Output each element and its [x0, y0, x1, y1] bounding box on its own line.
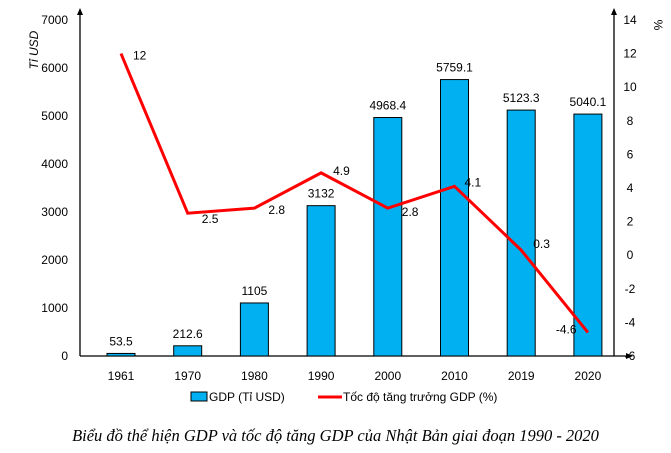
right-tick-label: 4 [627, 181, 634, 195]
growth-label: 2.8 [402, 205, 419, 219]
gdp-bar-label: 53.5 [109, 334, 133, 348]
growth-label: 0.3 [533, 237, 550, 251]
growth-label: 4.1 [465, 175, 482, 189]
gdp-bar-label: 5759.1 [436, 61, 473, 75]
gdp-bar-label: 212.6 [173, 327, 203, 341]
gdp-bar-label: 5040.1 [570, 95, 607, 109]
right-axis-arrow [611, 8, 617, 15]
combo-chart: 0 1000 2000 3000 4000 5000 6000 7000 -6 -4 -2 0 2 4 6 8… [27, 8, 665, 404]
gdp-bar-label: 4968.4 [369, 99, 406, 113]
growth-label: 2.5 [202, 212, 219, 226]
x-tick-label: 2020 [575, 369, 602, 383]
x-tick-label: 2019 [508, 369, 535, 383]
left-tick-label: 7000 [41, 13, 68, 27]
right-tick-label: -4 [625, 315, 636, 329]
right-tick-label: 14 [623, 13, 637, 27]
growth-label: 4.9 [333, 164, 350, 178]
x-tick-label: 1961 [108, 369, 135, 383]
left-tick-label: 4000 [41, 157, 68, 171]
gdp-bar-label: 3132 [308, 187, 335, 201]
gdp-bar [173, 345, 203, 357]
x-tick-label: 1970 [174, 369, 201, 383]
gdp-bar [573, 113, 603, 357]
growth-label: 12 [133, 49, 147, 63]
left-tick-label: 5000 [41, 109, 68, 123]
right-tick-label: 8 [627, 114, 634, 128]
gdp-bar [506, 109, 536, 357]
left-tick-label: 2000 [41, 253, 68, 267]
growth-label: 2.8 [268, 203, 285, 217]
right-tick-label: 2 [627, 215, 634, 229]
right-tick-label: 6 [627, 147, 634, 161]
right-tick-label: -6 [625, 349, 636, 363]
x-tick-label: 2010 [441, 369, 468, 383]
gdp-bar [239, 302, 269, 357]
legend-growth-label: Tốc độ tăng trưởng GDP (%) [343, 390, 497, 404]
right-axis-title: % [651, 20, 665, 31]
gdp-bar [306, 205, 336, 357]
x-tick-label: 2000 [374, 369, 401, 383]
x-tick-label: 1980 [241, 369, 268, 383]
chart-caption: Biểu đồ thể hiện GDP và tốc độ tăng GDP … [72, 426, 599, 445]
gdp-bar [373, 117, 403, 357]
gdp-bar [106, 352, 136, 357]
left-axis-title: Tỉ USD [27, 30, 41, 69]
x-tick-label: 1990 [308, 369, 335, 383]
growth-line [119, 53, 590, 334]
left-tick-label: 3000 [41, 205, 68, 219]
left-tick-label: 6000 [41, 61, 68, 75]
right-tick-label: 12 [623, 47, 637, 61]
left-axis-arrow [77, 8, 83, 15]
gdp-bar [440, 79, 469, 357]
gdp-bar-label: 1105 [241, 284, 267, 298]
left-tick-label: 1000 [41, 301, 68, 315]
legend-gdp-label: GDP (Tỉ USD) [209, 390, 285, 404]
left-tick-label: 0 [61, 349, 68, 363]
right-tick-label: -2 [625, 282, 636, 296]
growth-label: -4.6 [556, 322, 577, 336]
x-axis-arrow [626, 353, 633, 359]
gdp-bar-label: 5123.3 [503, 91, 540, 105]
right-tick-label: 10 [623, 80, 637, 94]
legend-gdp-swatch [190, 391, 208, 402]
right-tick-label: 0 [627, 248, 634, 262]
